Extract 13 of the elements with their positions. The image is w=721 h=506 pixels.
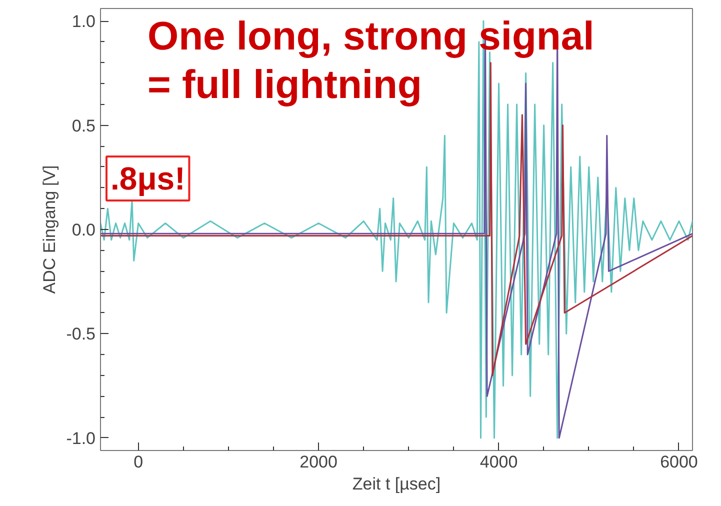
x-tick-label: 4000 bbox=[480, 452, 518, 472]
y-tick-label: 0.0 bbox=[72, 220, 96, 240]
annotation: .8μs! bbox=[110, 160, 186, 196]
x-axis-title: Zeit t [µsec] bbox=[352, 474, 441, 494]
y-tick-label: -0.5 bbox=[66, 324, 96, 344]
x-tick-label: 0 bbox=[134, 452, 144, 472]
line-series bbox=[100, 62, 692, 376]
y-tick-label: -1.0 bbox=[66, 428, 96, 448]
y-axis-title: ADC Eingang [V] bbox=[40, 165, 60, 294]
x-tick-label: 2000 bbox=[300, 452, 338, 472]
y-tick-label: 1.0 bbox=[72, 12, 96, 32]
y-tick-label: 0.5 bbox=[72, 116, 96, 136]
x-tick-label: 6000 bbox=[660, 452, 698, 472]
